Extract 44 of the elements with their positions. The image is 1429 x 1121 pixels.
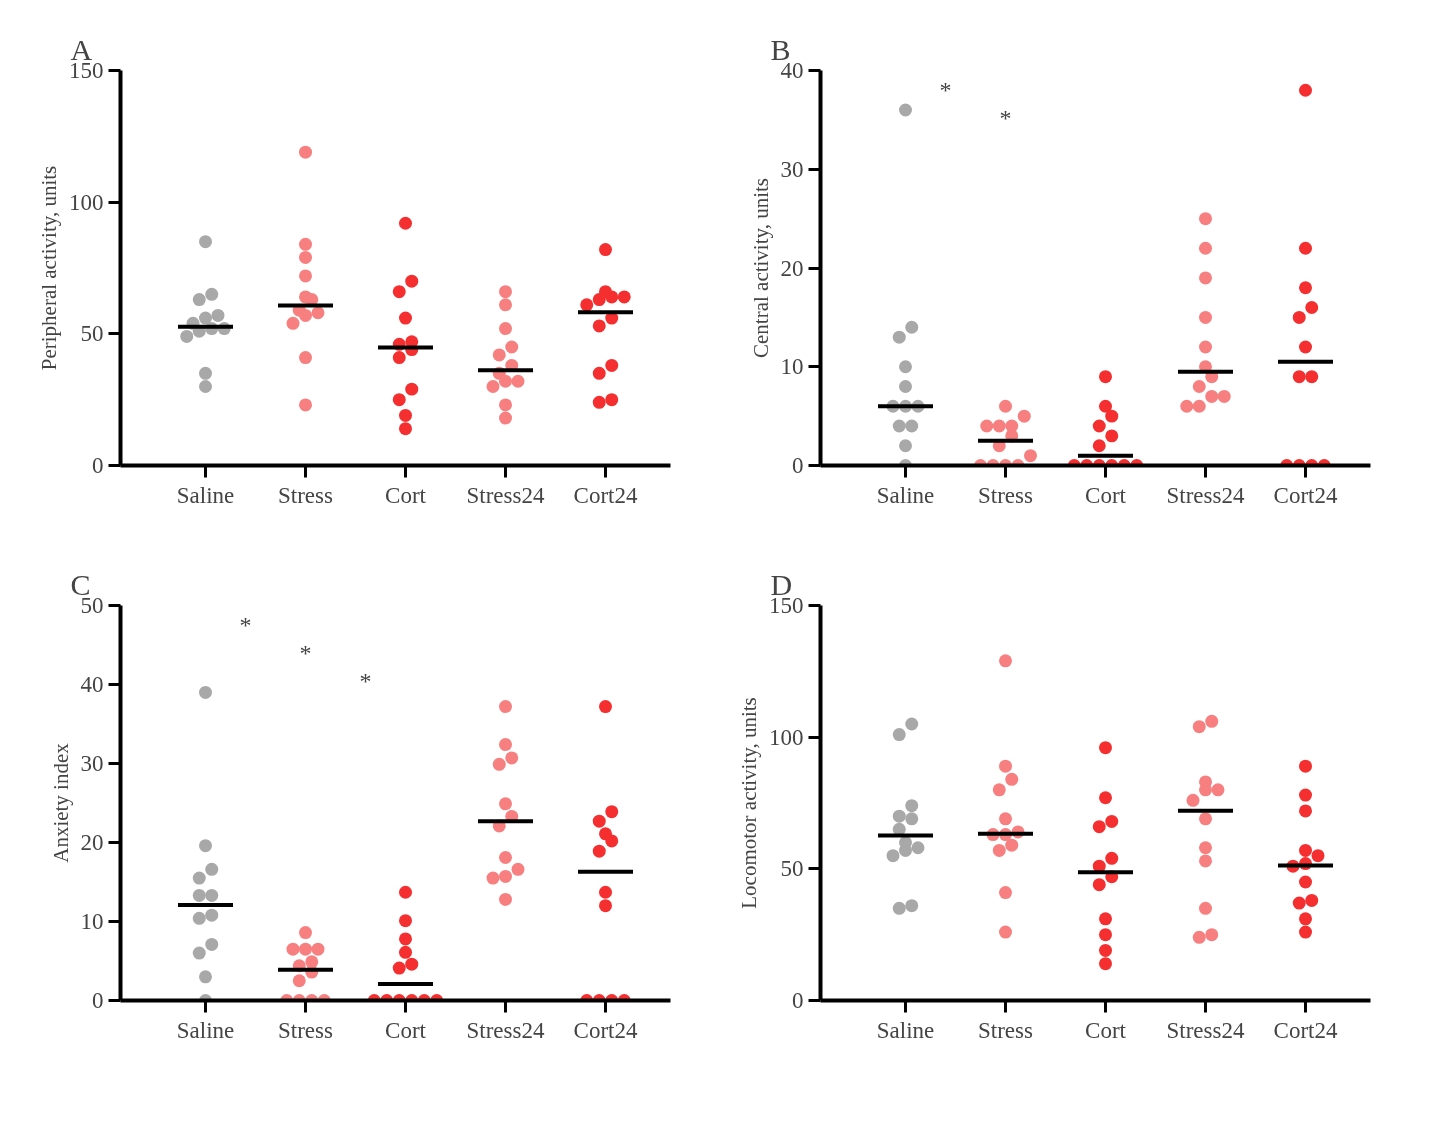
y-tick-label: 20 <box>80 830 104 855</box>
annotation: * <box>999 104 1012 131</box>
x-tick-label: Stress <box>278 482 334 508</box>
y-tick-label: 10 <box>80 909 104 934</box>
x-tick-label: Cort <box>1085 482 1127 508</box>
y-tick-label: 0 <box>792 453 804 478</box>
annotation: * <box>239 612 252 639</box>
x-tick-label: Stress24 <box>1166 482 1245 508</box>
x-tick-label: Saline <box>176 1017 235 1043</box>
y-tick-label: 30 <box>80 751 104 776</box>
y-tick-label: 0 <box>92 988 104 1013</box>
y-tick-label: 50 <box>80 321 104 347</box>
x-tick-label: Saline <box>876 482 935 508</box>
y-axis-title: Peripheral activity, units <box>37 165 61 371</box>
x-tick-label: Stress <box>978 482 1034 508</box>
y-tick-label: 100 <box>769 724 804 750</box>
annotation: * <box>359 667 372 694</box>
y-tick-label: 10 <box>780 354 804 380</box>
x-tick-label: Stress <box>278 1017 334 1043</box>
x-tick-label: Stress <box>978 1017 1034 1043</box>
y-tick-label: 100 <box>69 189 104 215</box>
x-tick-label: Cort24 <box>573 482 638 508</box>
annotation: * <box>939 77 952 104</box>
x-tick-label: Stress24 <box>466 1017 545 1043</box>
x-tick-label: Cort <box>385 1017 427 1043</box>
x-tick-label: Stress24 <box>1166 1017 1245 1043</box>
x-tick-label: Cort <box>385 482 427 508</box>
annotation: * <box>299 639 312 666</box>
x-tick-label: Cort <box>1085 1017 1127 1043</box>
y-tick-label: 50 <box>780 856 804 882</box>
y-tick-label: 0 <box>792 988 804 1013</box>
x-tick-label: Cort24 <box>1273 482 1338 508</box>
y-tick-label: 40 <box>80 672 104 697</box>
x-tick-label: Saline <box>176 482 235 508</box>
y-tick-label: 20 <box>780 255 804 281</box>
y-tick-label: 0 <box>92 453 104 478</box>
y-axis-title: Anxiety index <box>48 742 73 863</box>
y-tick-label: 30 <box>780 156 804 182</box>
x-tick-label: Stress24 <box>466 482 545 508</box>
x-tick-label: Cort24 <box>573 1017 638 1043</box>
x-tick-label: Cort24 <box>1273 1017 1338 1043</box>
y-axis-title: Central activity, units <box>748 177 773 359</box>
y-axis-title: Locomotor activity, units <box>737 697 761 909</box>
x-tick-label: Saline <box>876 1017 935 1043</box>
